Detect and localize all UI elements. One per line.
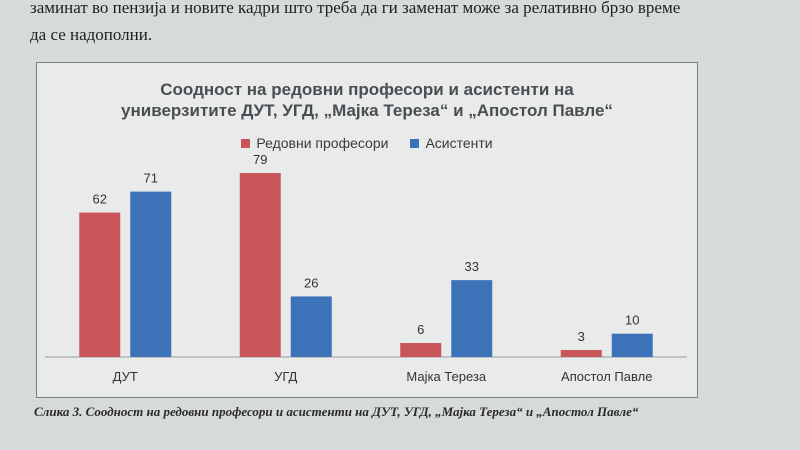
x-tick-label-3: Апостол Павле xyxy=(561,369,652,384)
chart-title: Соодност на редовни професори и асистент… xyxy=(37,79,697,121)
legend-item-assistants: Асистенти xyxy=(410,135,493,151)
chart-legend: Редовни професори Асистенти xyxy=(37,135,697,151)
bar-assistants-3 xyxy=(611,333,653,357)
legend-swatch-assistants xyxy=(410,138,420,148)
legend-item-professors: Редовни професори xyxy=(241,135,388,151)
chart-title-line-2: универзитите ДУТ, УГД, „Мајка Тереза“ и … xyxy=(121,101,613,120)
data-label-assistants-3: 10 xyxy=(625,313,639,328)
data-label-assistants-2: 33 xyxy=(465,259,479,274)
page-body-text: заминат во пензија и новите кадри што тр… xyxy=(30,0,780,48)
bar-professors-3 xyxy=(560,350,602,357)
x-tick-label-1: УГД xyxy=(274,369,297,384)
data-label-professors-2: 6 xyxy=(417,322,424,337)
bar-chart-plot: 62 71 ДУТ 79 26 УГД 6 33 Мајка Тереза 3 10 Апостол … xyxy=(45,152,687,384)
bar-professors-1 xyxy=(239,172,281,357)
chart-container: Соодност на редовни професори и асистент… xyxy=(36,62,698,398)
data-label-professors-1: 79 xyxy=(253,152,267,167)
legend-label-assistants: Асистенти xyxy=(425,135,493,151)
data-label-assistants-1: 26 xyxy=(304,275,318,290)
page-text-line-2: да се надополни. xyxy=(30,25,153,44)
figure-caption: Слика 3. Соодност на редовни професори и… xyxy=(34,404,639,419)
bar-assistants-0 xyxy=(130,191,172,357)
page-text-line-1: заминат во пензија и новите кадри што тр… xyxy=(30,0,681,17)
chart-title-line-1: Соодност на редовни професори и асистент… xyxy=(160,80,574,99)
legend-swatch-professors xyxy=(241,138,251,148)
data-label-professors-3: 3 xyxy=(578,329,585,344)
bar-assistants-2 xyxy=(451,280,493,357)
data-label-professors-0: 62 xyxy=(93,192,107,207)
bar-professors-0 xyxy=(79,212,121,357)
x-tick-label-2: Мајка Тереза xyxy=(406,369,486,384)
data-label-assistants-0: 71 xyxy=(144,171,158,186)
bar-professors-2 xyxy=(400,343,442,357)
legend-label-professors: Редовни професори xyxy=(256,135,389,151)
bar-assistants-1 xyxy=(290,296,332,357)
x-tick-label-0: ДУТ xyxy=(113,369,138,384)
